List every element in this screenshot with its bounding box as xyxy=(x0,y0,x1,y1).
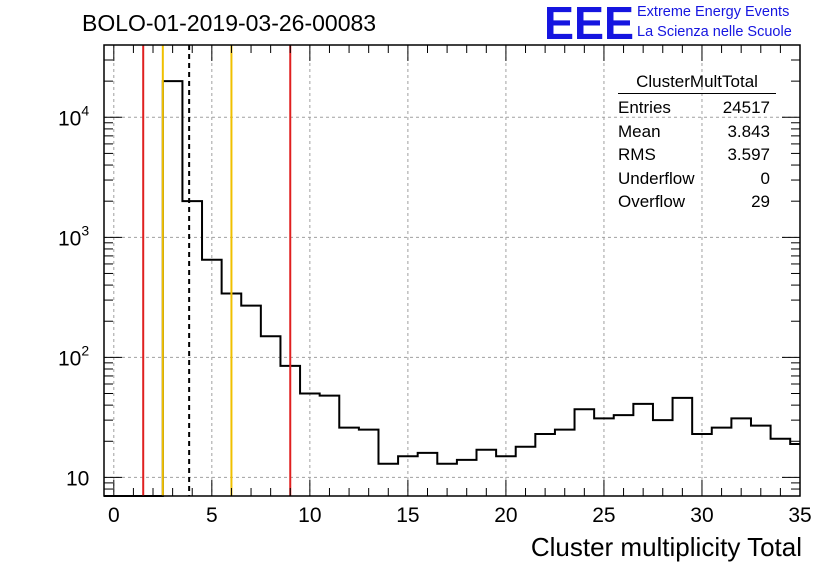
stat-value: 0 xyxy=(760,168,770,188)
stat-row-underflow: Underflow 0 xyxy=(610,167,778,191)
logo-line-2: La Scienza nelle Scuole xyxy=(637,24,792,40)
stats-box: ClusterMultTotal Entries 24517 Mean 3.84… xyxy=(610,72,778,214)
y-axis-ticks: 10 102 103 104 xyxy=(58,44,800,497)
y-tick-label: 102 xyxy=(58,342,89,370)
x-tick-label: 10 xyxy=(298,504,321,527)
stat-label: Entries xyxy=(618,98,671,117)
chart-title: BOLO-01-2019-03-26-00083 xyxy=(82,10,377,36)
eee-logo-text: EEE xyxy=(544,2,634,42)
eee-logo: EEE xyxy=(544,2,634,42)
histogram-outline xyxy=(104,80,800,497)
y-tick-label: 10 xyxy=(66,467,89,490)
x-tick-label: 5 xyxy=(206,504,218,527)
y-tick-label: 103 xyxy=(58,222,89,250)
x-tick-label: 15 xyxy=(396,504,419,527)
histogram-bars xyxy=(104,80,800,497)
logo-line-1: Extreme Energy Events xyxy=(637,4,790,20)
stat-row-entries: Entries 24517 xyxy=(610,96,778,120)
x-tick-label: 35 xyxy=(788,504,811,527)
stat-row-overflow: Overflow 29 xyxy=(610,190,778,214)
stat-row-rms: RMS 3.597 xyxy=(610,143,778,167)
stat-row-mean: Mean 3.843 xyxy=(610,120,778,144)
stat-label: RMS xyxy=(618,145,656,164)
x-axis-label: Cluster multiplicity Total xyxy=(530,532,802,562)
stat-label: Mean xyxy=(618,121,661,141)
stat-value: 29 xyxy=(751,192,770,211)
y-tick-label: 104 xyxy=(58,102,89,130)
stat-label: Underflow xyxy=(618,168,695,188)
stat-value: 3.597 xyxy=(727,145,770,164)
cut-lines xyxy=(142,45,292,496)
x-tick-label: 20 xyxy=(494,504,517,527)
stat-label: Overflow xyxy=(618,192,686,211)
x-tick-label: 25 xyxy=(592,504,615,527)
x-axis-ticks: 0 5 10 15 20 25 30 35 xyxy=(108,45,812,527)
stat-value: 24517 xyxy=(722,98,770,117)
plot-frame xyxy=(103,44,801,497)
x-tick-label: 30 xyxy=(690,504,713,527)
grid-lines xyxy=(104,45,801,496)
stat-value: 3.843 xyxy=(727,121,770,141)
stats-title: ClusterMultTotal xyxy=(618,72,776,94)
x-tick-label: 0 xyxy=(108,504,120,527)
